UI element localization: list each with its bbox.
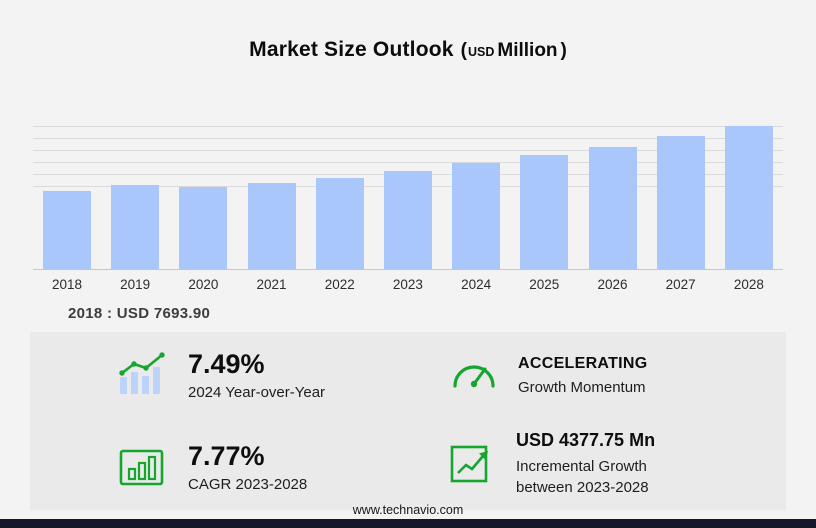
cagr-value: 7.77% <box>188 441 265 471</box>
incremental-label-line1: Incremental Growth <box>516 457 647 475</box>
incremental-label-line2: between 2023-2028 <box>516 479 649 497</box>
bar-2022 <box>315 178 364 269</box>
title-close-paren: ) <box>560 40 567 61</box>
yoy-value: 7.49% <box>188 349 265 379</box>
x-axis-label-2022: 2022 <box>324 277 355 292</box>
bar-2023 <box>383 171 432 269</box>
bar-2020 <box>179 187 228 269</box>
chart-plot-area <box>33 120 783 270</box>
stat-growth-momentum: ACCELERATING Growth Momentum <box>450 354 648 398</box>
x-axis-label-2023: 2023 <box>392 277 423 292</box>
bar-chart: 2018 2019 2020 2021 2022 2023 2024 2025 2026 2027… <box>33 120 783 300</box>
title-currency: USD <box>467 45 495 59</box>
title-unit: Million <box>497 40 558 61</box>
bar-chart-trend-icon <box>118 351 168 402</box>
growth-arrow-icon <box>450 441 496 488</box>
momentum-label: Growth Momentum <box>518 379 646 397</box>
x-axis-label-2019: 2019 <box>120 277 151 292</box>
stats-panel: 7.49% 2024 Year-over-Year ACCELERATING G… <box>30 332 786 510</box>
page-title: Market Size Outlook (USD Million) <box>0 38 816 62</box>
bar-2025 <box>520 155 569 269</box>
x-axis-labels: 2018 2019 2020 2021 2022 2023 2024 2025 2026 2027… <box>33 277 783 292</box>
x-axis-label-2020: 2020 <box>188 277 219 292</box>
bar-2028 <box>724 126 773 269</box>
x-axis-label-2027: 2027 <box>665 277 696 292</box>
yoy-label: 2024 Year-over-Year <box>188 384 326 402</box>
bar-2018 <box>43 191 91 269</box>
incremental-value: USD 4377.75 Mn <box>516 430 656 450</box>
x-axis-label-2025: 2025 <box>529 277 560 292</box>
bar-2026 <box>588 147 637 269</box>
speedometer-icon <box>450 355 498 396</box>
stat-year-over-year: 7.49% 2024 Year-over-Year <box>118 350 325 403</box>
bar-2019 <box>111 185 160 269</box>
cagr-label: CAGR 2023-2028 <box>188 476 308 494</box>
x-axis-label-2028: 2028 <box>733 277 764 292</box>
x-axis-label-2026: 2026 <box>597 277 628 292</box>
stat-incremental-growth: USD 4377.75 Mn Incremental Growth betwee… <box>450 430 655 499</box>
bar-2021 <box>247 183 296 269</box>
x-axis-label-2024: 2024 <box>461 277 492 292</box>
bar-2024 <box>452 163 501 269</box>
x-axis-label-2018: 2018 <box>51 277 83 292</box>
website-link[interactable]: www.technavio.com <box>352 503 464 517</box>
title-open-paren: ( <box>460 40 467 61</box>
chart-window-bars-icon <box>118 444 168 493</box>
x-axis-label-2021: 2021 <box>256 277 287 292</box>
base-year-value-label: 2018 : USD 7693.90 <box>68 305 211 322</box>
footer-bar <box>0 519 816 528</box>
bar-2027 <box>656 136 705 269</box>
title-text: Market Size Outlook <box>249 38 454 61</box>
momentum-value: ACCELERATING <box>518 355 648 372</box>
stat-cagr: 7.77% CAGR 2023-2028 <box>118 442 307 495</box>
